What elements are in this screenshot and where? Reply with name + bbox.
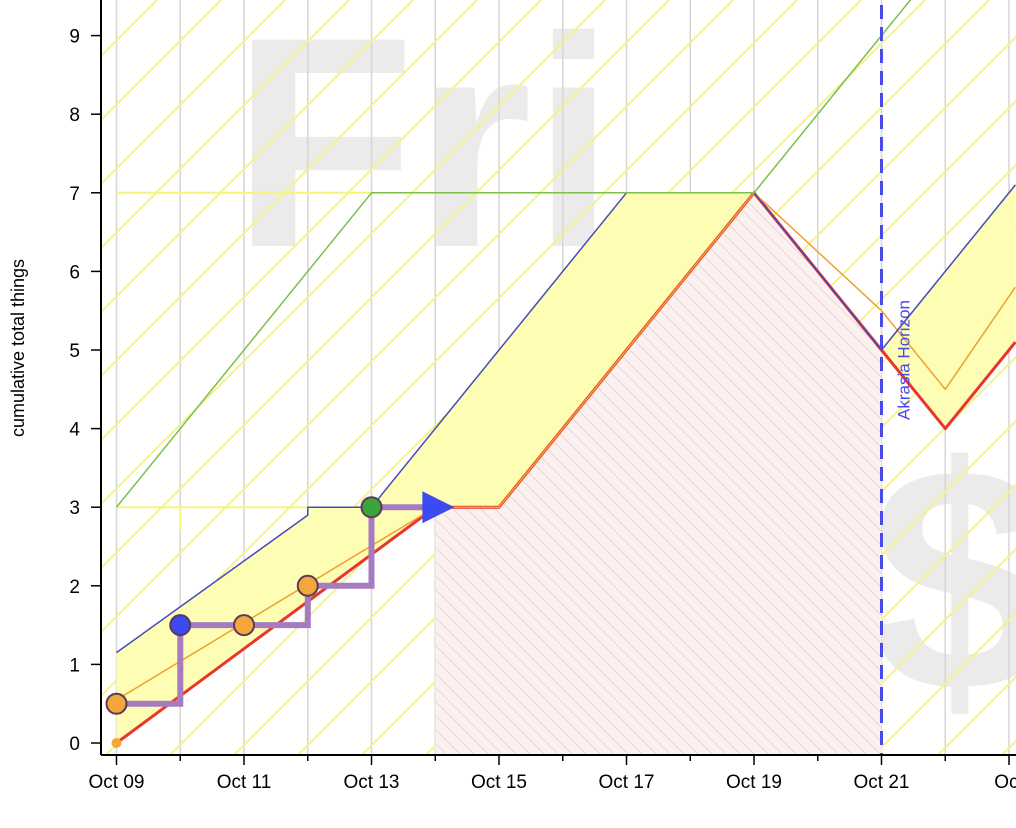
akrasia-horizon: Akrasia Horizon	[880, 5, 914, 755]
y-tick-label: 0	[69, 734, 80, 755]
watermark-layer: Fri $	[232, 0, 1016, 758]
akrasia-horizon-label: Akrasia Horizon	[895, 300, 914, 420]
datapoint	[105, 692, 128, 715]
hatch-line	[101, 0, 606, 506]
y-tick-label: 4	[69, 420, 80, 441]
y-tick-label: 7	[69, 184, 80, 205]
projection-arrow	[422, 491, 455, 524]
y-tick-label: 2	[69, 577, 80, 598]
hatch-line	[101, 0, 542, 442]
x-ticks: Oct 09 Oct 11 Oct 13 Oct 15 Oct 17 Oct 19 Oct …	[89, 755, 1016, 793]
hatch-line	[101, 0, 286, 186]
y-ticks: 0 1 2 3 4 5 6 7 8 9	[69, 27, 101, 755]
deadline-region	[435, 192, 882, 755]
y-tick-label: 9	[69, 27, 80, 48]
hatch-line	[101, 0, 734, 634]
progress-line	[116, 491, 455, 707]
hatch-line	[101, 0, 350, 250]
x-tick-label: Oct 09	[89, 772, 145, 793]
x-tick-label: Oct 17	[599, 772, 655, 793]
hatch-line	[101, 0, 414, 314]
x-tick-label: Oct 19	[726, 772, 782, 793]
watermark-top: Fri	[232, 0, 615, 310]
x-tick-label: Oct 13	[344, 772, 400, 793]
x-tick-label: Oct	[994, 772, 1016, 793]
datapoints	[105, 496, 383, 748]
datapoint	[233, 614, 255, 637]
datapoint	[360, 496, 383, 519]
progress-staircase	[116, 504, 436, 707]
hatch-line	[872, 611, 1016, 755]
series-line-lane7	[115, 0, 912, 508]
datapoint	[169, 614, 192, 637]
yellow-band	[116, 184, 1016, 743]
hatch-line	[101, 0, 478, 378]
datapoint	[296, 574, 319, 597]
start-point	[111, 738, 122, 748]
deadline-hatch	[435, 192, 882, 755]
band-edge-left	[116, 506, 182, 531]
x-tick-label: Oct 11	[217, 772, 272, 793]
hatch-line	[808, 547, 1016, 755]
x-tick-label: Oct 15	[471, 772, 527, 793]
watermark-bottom: $	[870, 400, 1016, 758]
y-tick-label: 3	[69, 498, 80, 519]
series-line-lane2	[116, 184, 1016, 654]
y-tick-label: 8	[69, 105, 80, 126]
y-tick-label: 5	[69, 341, 80, 362]
x-tick-label: Oct 21	[854, 772, 910, 793]
y-tick-label: 1	[69, 655, 80, 676]
yellow-band-fill	[116, 184, 1016, 743]
axes	[100, 0, 1016, 756]
y-axis-title: cumulative total things	[8, 259, 28, 437]
y-tick-label: 6	[69, 262, 80, 283]
hatch-line	[101, 0, 670, 570]
